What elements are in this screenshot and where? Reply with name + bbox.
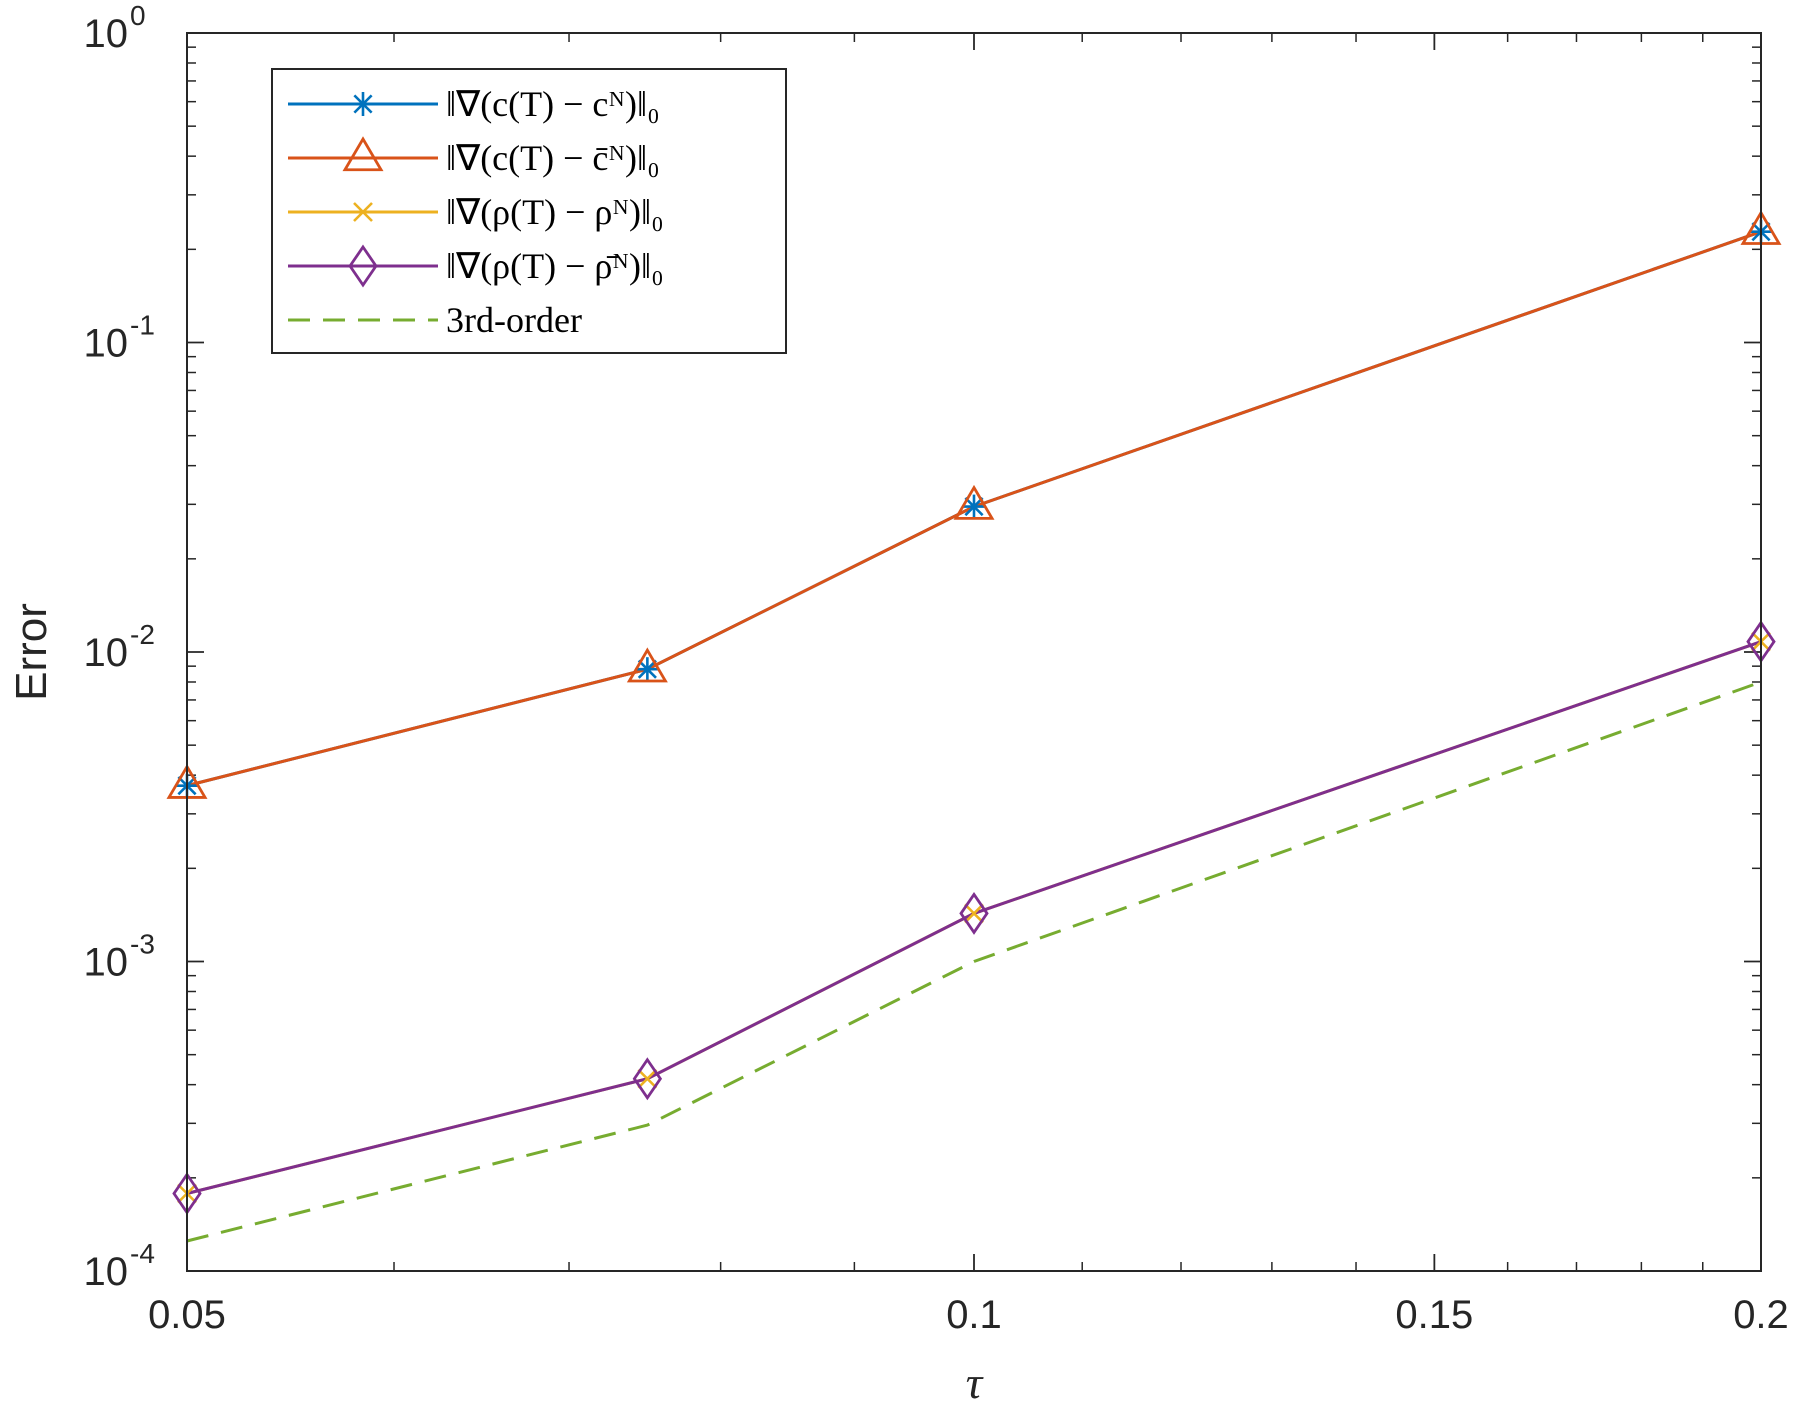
y-tick-base: 10 [84,941,129,985]
x-marker [637,1068,658,1089]
x-axis-label: τ [966,1357,984,1408]
asterisk-stroke [353,94,373,114]
legend-label: ‖∇(c(T) − cᴺ)‖₀ [446,84,660,124]
diamond-marker [632,1057,663,1101]
x-marker [353,202,373,222]
y-tick-label: 10 -4 [84,1238,155,1294]
x-stroke [964,903,984,924]
x-tick-label: 0.15 [1395,1293,1473,1337]
legend-entry: ‖∇(ρ(T) − ρᴺ)‖₀ [288,192,664,232]
y-tick-exponent: -4 [130,1238,155,1269]
legend-entry: ‖∇(c(T) − cᴺ)‖₀ [288,84,660,124]
series-line-1 [186,230,1762,788]
data-point [953,484,995,520]
legend-label: ‖∇(c(T) − c̄ᴺ)‖₀ [446,138,660,178]
x-tick-labels: 0.05 0.1 0.15 0.2 [148,1293,1789,1337]
triangle-marker [626,647,668,683]
y-tick-exponent: -3 [130,929,155,960]
data-point [962,494,986,519]
y-tick-label: 10 -1 [84,310,155,366]
x-marker [964,903,984,924]
y-tick-label: 10 -3 [84,929,155,985]
legend-label: 3rd-order [446,300,582,340]
asterisk-stroke [964,497,984,517]
data-point [959,891,989,935]
diamond-marker [959,891,989,935]
y-tick-base: 10 [84,322,129,366]
y-tick-label: 10 -2 [84,619,155,675]
asterisk-marker [635,657,660,682]
series-line-3 [186,640,1762,1195]
series-lines [186,230,1762,1243]
legend-entry: 3rd-order [288,300,582,340]
data-point [632,1057,663,1101]
y-tick-exponent: -2 [130,619,155,650]
y-tick-base: 10 [84,12,129,56]
asterisk-marker [351,92,375,116]
y-tick-exponent: -1 [130,310,155,341]
plot-frame [186,32,1762,1272]
asterisk-stroke [637,659,657,679]
triangle-marker [953,484,995,520]
legend-entry: ‖∇(c(T) − c̄ᴺ)‖₀ [288,136,660,178]
legend-entry: ‖∇(ρ(T) − ρ̄ᴺ)‖₀ [288,244,664,288]
minor-ticks [187,33,1761,1271]
data-point [964,903,984,924]
y-tick-base: 10 [84,631,129,675]
diamond-marker [348,244,378,288]
y-tick-label: 10 0 [84,0,146,56]
legend-label: ‖∇(ρ(T) − ρᴺ)‖₀ [446,192,664,232]
triangle-marker [342,136,384,172]
data-point [626,647,668,683]
y-axis-label: Error [7,603,56,701]
x-tick-label: 0.1 [946,1293,1002,1337]
legend: ‖∇(c(T) − cᴺ)‖₀ ‖∇(c(T) − c̄ᴺ)‖₀ ‖∇(ρ(T) −… [271,68,787,354]
x-stroke [353,202,373,222]
y-tick-base: 10 [84,1250,129,1294]
asterisk-marker [962,494,986,519]
y-tick-exponent: 0 [130,0,146,31]
data-point [637,1068,658,1089]
legend-label: ‖∇(ρ(T) − ρ̄ᴺ)‖₀ [446,246,664,286]
x-tick-label: 0.2 [1733,1293,1789,1337]
x-tick-label: 0.05 [148,1293,226,1337]
data-point [635,657,660,682]
x-stroke [637,1068,658,1089]
